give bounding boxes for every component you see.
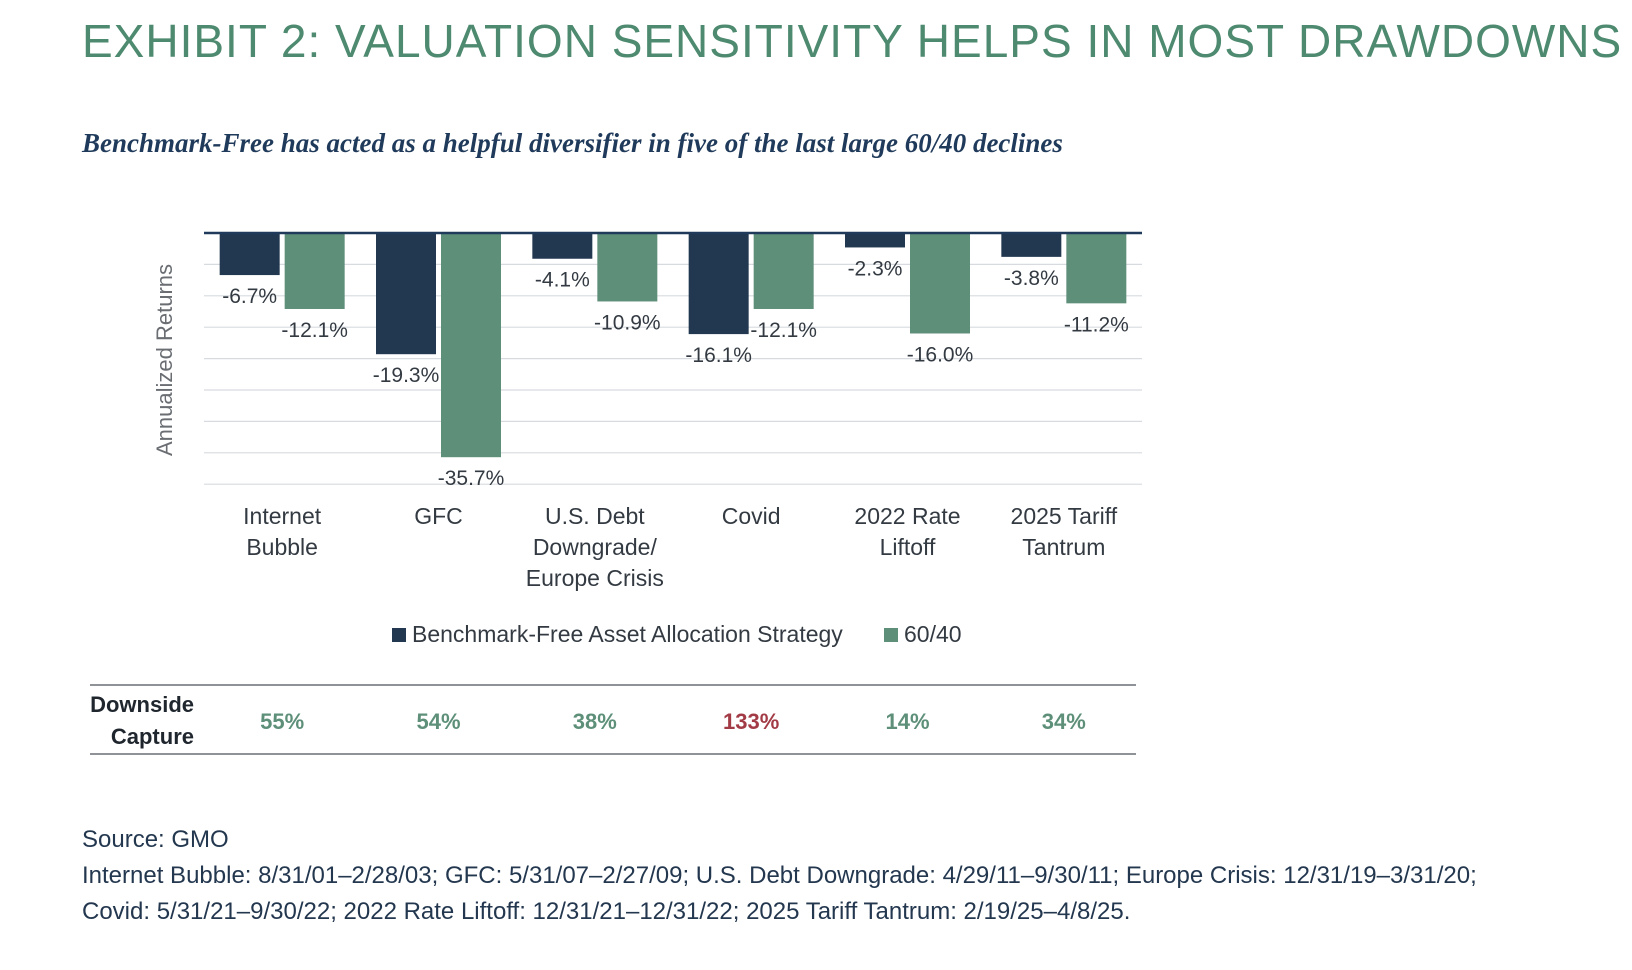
- bar: [1001, 233, 1062, 257]
- bar-chart: Annualized Returns -6.7%-12.1%InternetBub…: [90, 231, 1142, 755]
- data-label: -16.0%: [907, 343, 974, 366]
- data-label: -2.3%: [848, 257, 903, 280]
- downside-capture-value: 38%: [573, 709, 617, 734]
- bar: [910, 233, 970, 334]
- data-label: -16.1%: [685, 344, 752, 367]
- downside-capture-value: 55%: [260, 709, 304, 734]
- category-label: Covid: [722, 503, 781, 529]
- data-label: -12.1%: [281, 319, 348, 342]
- category-label: Tantrum: [1022, 534, 1105, 560]
- footer: Source: GMO Internet Bubble: 8/31/01–2/2…: [82, 822, 1477, 930]
- bar: [753, 233, 814, 309]
- exhibit-title: EXHIBIT 2: VALUATION SENSITIVITY HELPS I…: [82, 15, 1623, 67]
- bar: [597, 233, 658, 302]
- downside-capture-label: Capture: [111, 724, 194, 749]
- legend-swatch-60-40: [884, 628, 898, 642]
- source-note: Source: GMO: [82, 826, 229, 853]
- chart-subtitle: Benchmark-Free has acted as a helpful di…: [82, 128, 1063, 158]
- data-label: -12.1%: [750, 319, 817, 342]
- bar: [284, 233, 345, 309]
- legend-label-60-40: 60/40: [904, 621, 962, 647]
- category-label: Bubble: [246, 534, 318, 560]
- y-axis-label: Annualized Returns: [152, 264, 177, 456]
- bar: [376, 233, 436, 355]
- downside-capture-value: 14%: [885, 709, 929, 734]
- bar: [532, 233, 593, 259]
- downside-capture-value: 34%: [1042, 709, 1086, 734]
- data-label: -35.7%: [438, 467, 505, 490]
- category-label: 2022 Rate: [854, 503, 960, 529]
- period-note-line-1: Internet Bubble: 8/31/01–2/28/03; GFC: 5…: [82, 862, 1477, 889]
- legend-swatch-benchmark-free: [392, 628, 406, 642]
- downside-capture-value: 133%: [723, 709, 779, 734]
- bar: [219, 233, 280, 276]
- category-label: Downgrade/: [533, 534, 658, 560]
- data-label: -10.9%: [594, 311, 661, 334]
- bar: [1066, 233, 1127, 304]
- category-label: Internet: [243, 503, 322, 529]
- category-label: GFC: [414, 503, 463, 529]
- data-label: -19.3%: [373, 364, 440, 387]
- category-label: 2025 Tariff: [1011, 503, 1118, 529]
- bar: [845, 233, 905, 248]
- data-label: -3.8%: [1004, 267, 1059, 290]
- downside-capture-value: 54%: [416, 709, 460, 734]
- bar: [441, 233, 501, 458]
- period-note-line-2: Covid: 5/31/21–9/30/22; 2022 Rate Liftof…: [82, 898, 1131, 925]
- data-label: -11.2%: [1064, 313, 1129, 336]
- category-label: Europe Crisis: [526, 565, 664, 591]
- bar: [688, 233, 749, 335]
- data-label: -6.7%: [222, 285, 277, 308]
- downside-capture-label: Downside: [90, 692, 194, 717]
- legend-label-benchmark-free: Benchmark-Free Asset Allocation Strategy: [412, 621, 843, 647]
- category-label: U.S. Debt: [545, 503, 645, 529]
- category-label: Liftoff: [880, 534, 936, 560]
- data-label: -4.1%: [535, 269, 590, 292]
